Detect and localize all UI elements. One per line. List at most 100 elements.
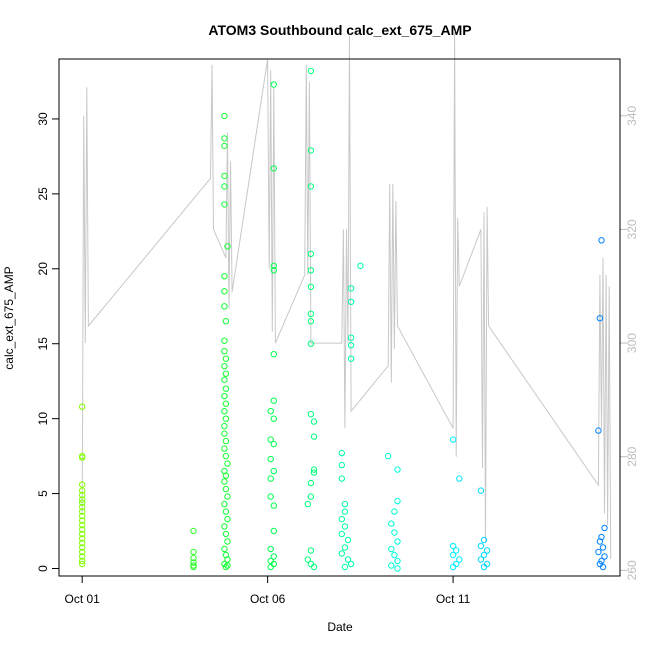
data-point: [221, 348, 228, 355]
data-point: [79, 557, 86, 565]
data-point: [270, 527, 277, 535]
data-point: [224, 562, 231, 569]
data-point: [221, 172, 228, 180]
data-point: [79, 535, 86, 542]
data-point: [341, 508, 349, 515]
data-point: [221, 337, 228, 344]
data-point: [222, 370, 230, 377]
data-point: [394, 565, 401, 572]
data-point: [222, 318, 230, 325]
data-point: [449, 551, 457, 559]
data-point: [307, 183, 315, 190]
data-point: [477, 487, 485, 494]
data-point: [190, 563, 197, 571]
data-point: [222, 530, 230, 538]
data-point: [79, 491, 86, 499]
data-point: [304, 500, 311, 508]
data-point: [267, 563, 274, 571]
data-point: [222, 508, 230, 515]
data-point: [221, 183, 228, 190]
data-point: [267, 545, 274, 553]
data-point: [79, 539, 86, 547]
y-axis-label: calc_ext_675_AMP: [2, 266, 16, 369]
data-point: [307, 318, 315, 325]
y-tick-label: 25: [36, 187, 50, 201]
data-point: [449, 436, 457, 443]
data-point: [79, 454, 86, 461]
data-point: [221, 430, 228, 437]
data-point: [221, 303, 228, 310]
data-point: [307, 493, 315, 500]
y2-tick-label: 300: [625, 333, 639, 353]
axes-layer: Oct 01 Oct 06 Oct 11 0 5 10 15 20 25 30 260 280 300 3…: [36, 105, 639, 606]
data-point: [449, 542, 457, 550]
x-tick-label: Oct 01: [65, 592, 101, 606]
data-point: [222, 452, 230, 460]
data-point: [391, 508, 398, 515]
data-point: [270, 440, 277, 448]
data-point: [307, 267, 315, 274]
data-point: [341, 500, 349, 508]
data-point: [307, 310, 315, 317]
data-point: [224, 243, 231, 250]
data-point: [221, 393, 228, 400]
data-point: [347, 334, 355, 341]
data-point: [221, 112, 228, 120]
data-point: [79, 487, 86, 494]
data-point: [338, 475, 345, 482]
data-point: [79, 526, 86, 533]
points-layer: [79, 67, 608, 572]
data-point: [79, 512, 86, 520]
data-point: [456, 556, 463, 563]
y2-tick-label: 280: [625, 446, 639, 466]
data-point: [221, 201, 228, 208]
y-tick-label: 30: [36, 112, 50, 126]
x-axis-label: Date: [327, 620, 353, 634]
data-point: [222, 472, 230, 479]
data-point: [338, 550, 345, 557]
data-point: [79, 517, 86, 524]
data-point: [224, 556, 231, 563]
data-point: [222, 437, 230, 445]
data-point: [391, 529, 398, 536]
y-tick-label: 10: [36, 412, 50, 426]
data-point: [221, 408, 228, 415]
data-point: [222, 385, 230, 392]
data-point: [267, 455, 274, 463]
data-point: [453, 547, 460, 554]
y-tick-label: 0: [36, 565, 50, 572]
data-point: [480, 563, 488, 571]
data-point: [224, 493, 231, 500]
data-point: [270, 553, 277, 560]
data-point: [270, 165, 277, 172]
data-point: [394, 466, 401, 473]
data-point: [601, 553, 608, 560]
data-point: [338, 515, 345, 523]
secondary-line-layer: [81, 30, 612, 560]
data-point: [222, 355, 230, 362]
data-point: [338, 449, 345, 457]
data-point: [307, 250, 315, 258]
x-tick-label: Oct 11: [436, 592, 471, 606]
data-point: [190, 554, 197, 562]
data-point: [224, 538, 231, 545]
secondary-series-line: [81, 30, 612, 560]
data-point: [347, 285, 355, 292]
data-point: [310, 469, 318, 476]
data-point: [307, 147, 315, 154]
data-point: [341, 523, 349, 530]
data-point: [595, 548, 602, 556]
data-point: [388, 520, 395, 527]
data-point: [79, 521, 86, 529]
y-tick-label: 15: [36, 337, 50, 351]
data-point: [601, 524, 608, 532]
data-point: [79, 503, 86, 511]
data-point: [347, 298, 355, 305]
data-point: [596, 315, 604, 322]
data-point: [270, 502, 277, 509]
data-point: [307, 479, 315, 487]
data-point: [307, 547, 315, 554]
data-point: [221, 545, 228, 553]
data-point: [79, 481, 86, 488]
